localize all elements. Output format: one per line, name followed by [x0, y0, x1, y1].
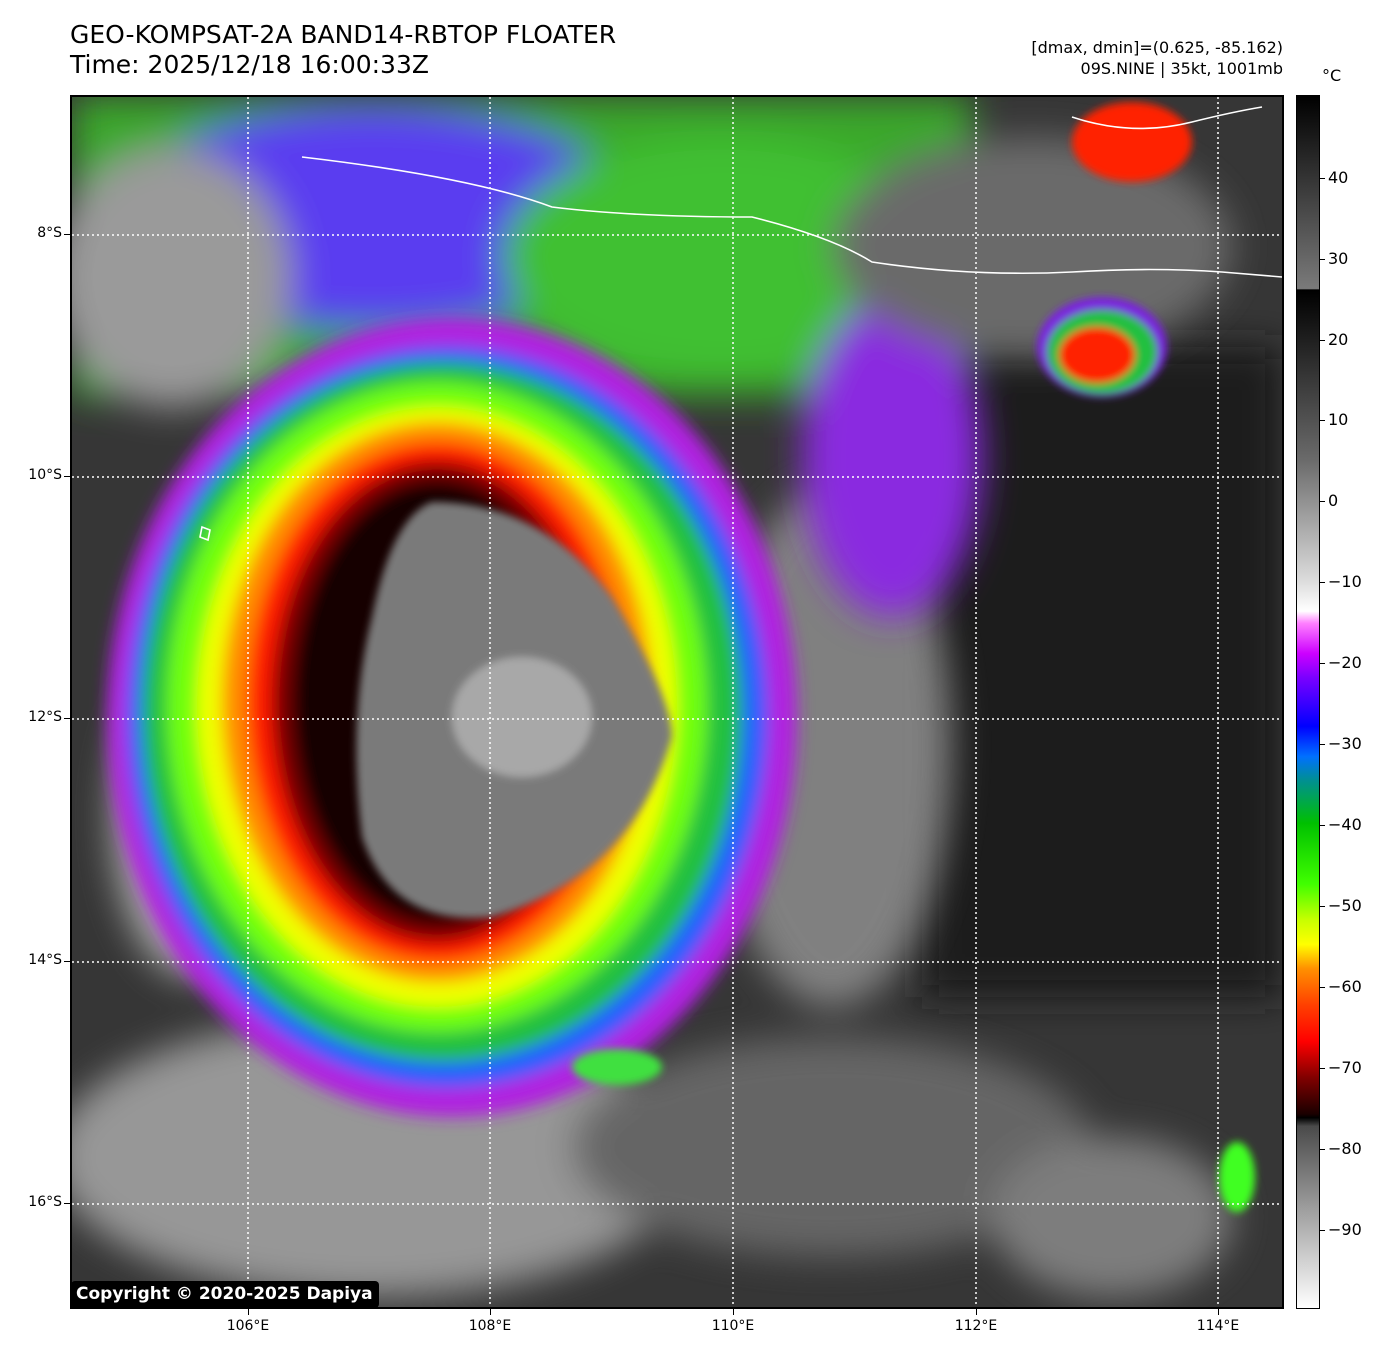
colorbar-tick: −20 — [1328, 653, 1362, 672]
title-line-1: GEO-KOMPSAT-2A BAND14-RBTOP FLOATER — [70, 20, 617, 49]
colorbar-tick: −30 — [1328, 734, 1362, 753]
colorbar-tick-mark — [1320, 744, 1325, 745]
lat-tick — [64, 234, 70, 235]
lon-label-112e: 112°E — [954, 1318, 998, 1334]
colorbar-tick: 20 — [1328, 330, 1349, 349]
colorbar-tick: −80 — [1328, 1139, 1362, 1158]
colorbar-tick-mark — [1320, 501, 1325, 502]
lon-tick — [1218, 1309, 1219, 1315]
colorbar-tick: −70 — [1328, 1058, 1362, 1077]
title-line-2: Time: 2025/12/18 16:00:33Z — [70, 50, 429, 79]
colorbar-tick-mark — [1320, 1068, 1325, 1069]
colorbar-tick-mark — [1320, 663, 1325, 664]
colorbar-unit: °C — [1322, 66, 1342, 85]
colorbar-tick-mark — [1320, 259, 1325, 260]
colorbar-tick: 0 — [1328, 491, 1339, 510]
colorbar-tick-mark — [1320, 582, 1325, 583]
colorbar-tick-mark — [1320, 906, 1325, 907]
lon-tick — [976, 1309, 977, 1315]
lon-label-106e: 106°E — [226, 1318, 270, 1334]
lat-label-12s: 12°S — [28, 709, 62, 725]
lon-label-114e: 114°E — [1196, 1318, 1240, 1334]
colorbar-tick-mark — [1320, 420, 1325, 421]
lon-label-110e: 110°E — [711, 1318, 755, 1334]
colorbar-tick-mark — [1320, 178, 1325, 179]
graticule — [72, 97, 1282, 1307]
colorbar-tick: 40 — [1328, 168, 1349, 187]
colorbar-tick-mark — [1320, 825, 1325, 826]
colorbar-tick: 10 — [1328, 410, 1349, 429]
lat-label-16s: 16°S — [28, 1194, 62, 1210]
lon-label-108e: 108°E — [468, 1318, 512, 1334]
lat-label-10s: 10°S — [28, 467, 62, 483]
colorbar-tick-mark — [1320, 340, 1325, 341]
colorbar-tick: −60 — [1328, 977, 1362, 996]
copyright-label: Copyright © 2020-2025 Dapiya — [71, 1281, 379, 1308]
colorbar-tick-mark — [1320, 1149, 1325, 1150]
lat-tick — [64, 1203, 70, 1204]
colorbar-tick: −50 — [1328, 896, 1362, 915]
satellite-map[interactable] — [70, 95, 1284, 1309]
lat-tick — [64, 718, 70, 719]
info-block: [dmax, dmin]=(0.625, -85.162) 09S.NINE |… — [1031, 37, 1283, 79]
colorbar-tick: −90 — [1328, 1220, 1362, 1239]
storm-info-label: 09S.NINE | 35kt, 1001mb — [1080, 59, 1283, 78]
lat-tick — [64, 961, 70, 962]
chart-title: GEO-KOMPSAT-2A BAND14-RBTOP FLOATER Time… — [70, 20, 616, 80]
lat-label-8s: 8°S — [37, 225, 62, 241]
dmax-dmin-label: [dmax, dmin]=(0.625, -85.162) — [1031, 38, 1283, 57]
colorbar-tick: 30 — [1328, 249, 1349, 268]
colorbar-tick-mark — [1320, 987, 1325, 988]
lon-tick — [248, 1309, 249, 1315]
lon-tick — [490, 1309, 491, 1315]
colorbar — [1296, 95, 1320, 1309]
satellite-imagery — [72, 97, 1282, 1307]
lon-tick — [733, 1309, 734, 1315]
colorbar-tick: −40 — [1328, 815, 1362, 834]
lat-tick — [64, 476, 70, 477]
colorbar-tick: −10 — [1328, 572, 1362, 591]
coastline — [199, 106, 1282, 542]
lat-label-14s: 14°S — [28, 952, 62, 968]
colorbar-tick-mark — [1320, 1230, 1325, 1231]
